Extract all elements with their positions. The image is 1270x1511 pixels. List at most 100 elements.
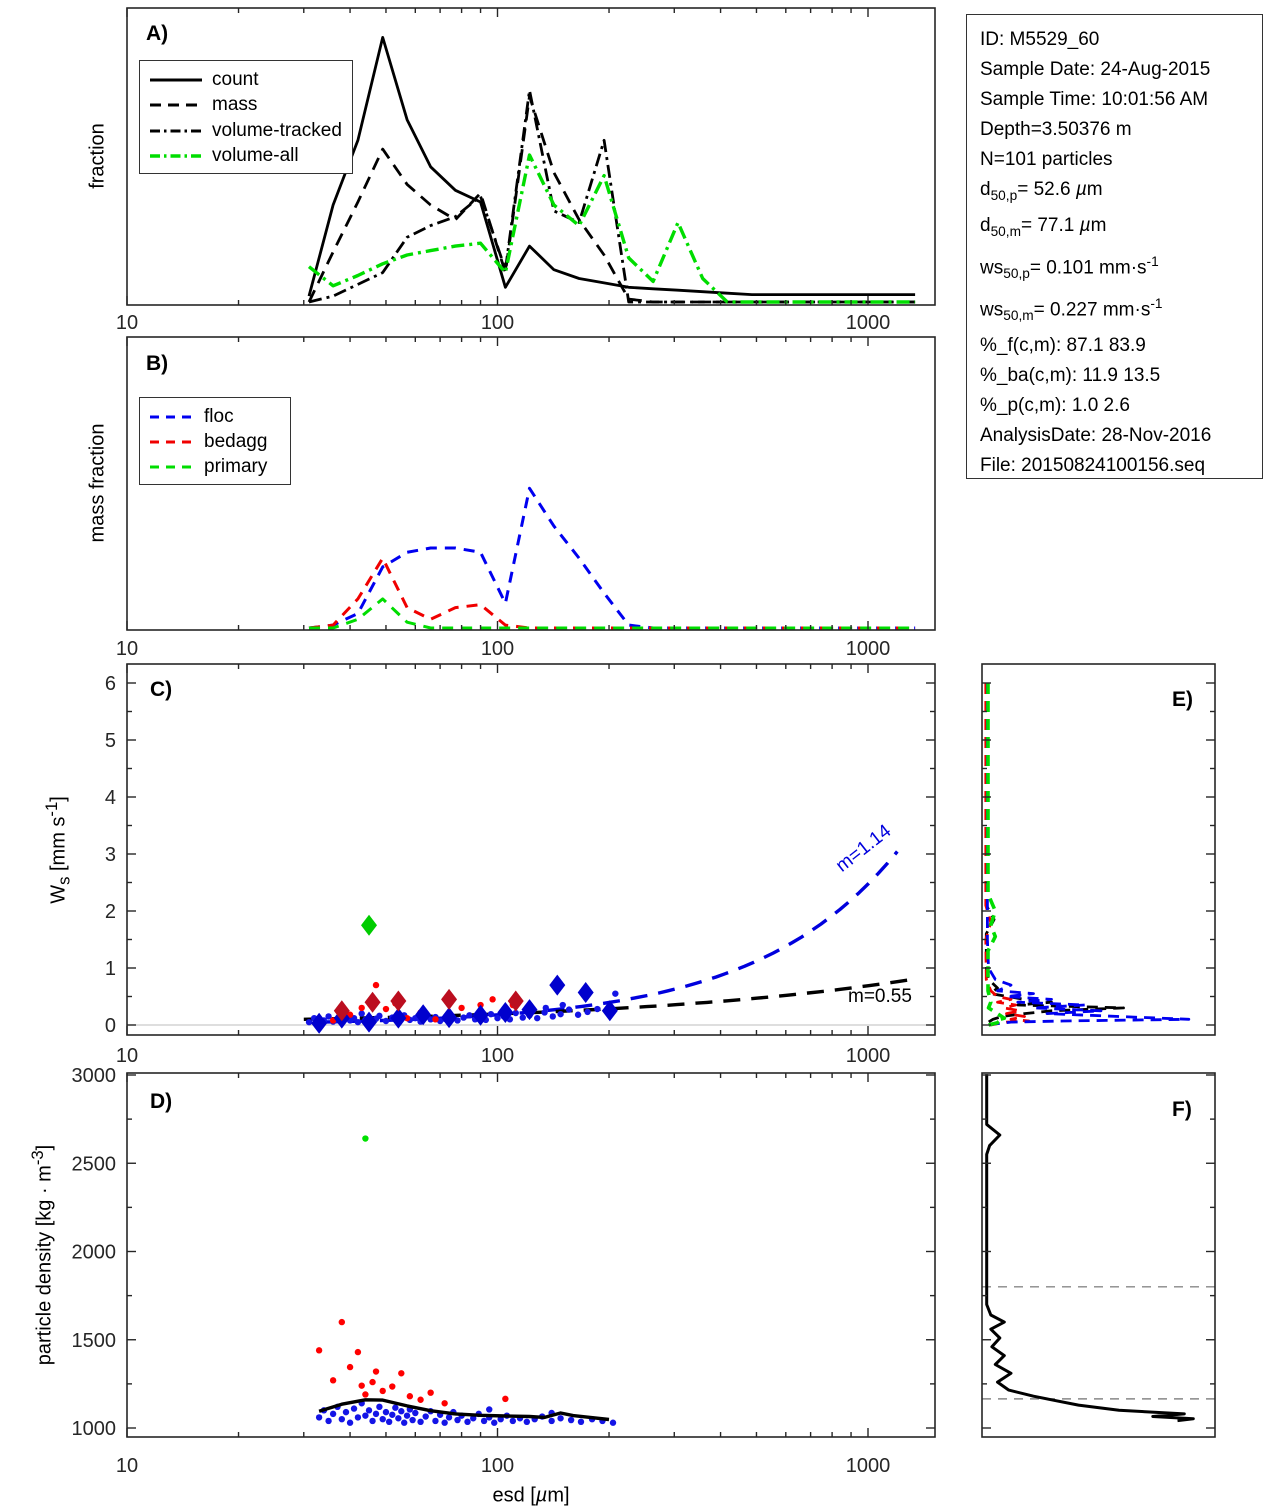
panelC-floc-diamond xyxy=(441,1007,458,1029)
legend-item-volume-tracked: volume-tracked xyxy=(148,118,342,144)
panelD-floc-dot xyxy=(401,1419,408,1426)
panel-d-ytick-label: 2000 xyxy=(72,1242,117,1264)
panelD-floc-dot xyxy=(385,1418,393,1426)
panelC-floc-dot xyxy=(358,1010,365,1017)
info-line: Sample Date: 24-Aug-2015 xyxy=(980,59,1211,80)
panelD-bedagg-dot xyxy=(389,1383,396,1390)
x-tick-label: 10 xyxy=(116,312,138,334)
panelA-count-curve xyxy=(307,36,916,297)
panelC-floc-dot xyxy=(487,1010,495,1018)
panelC-floc-dot xyxy=(574,1011,582,1018)
info-line: N=101 particles xyxy=(980,149,1113,170)
panelD-floc-dot xyxy=(403,1412,411,1419)
panelD-floc-dot xyxy=(392,1404,399,1411)
panelD-floc-dot xyxy=(354,1414,362,1421)
panelD-bedagg-dot xyxy=(417,1396,424,1403)
info-line: d50,m= 77.1 µm xyxy=(980,214,1107,239)
panel-a-legend: count mass volume-tracked volume-all xyxy=(139,60,353,174)
panelC-floc-dot xyxy=(594,1005,601,1013)
panelD-floc-dot xyxy=(567,1416,575,1424)
panelC-bedagg-diamond xyxy=(333,1000,350,1022)
info-line: AnalysisDate: 28-Nov-2016 xyxy=(980,424,1212,446)
legend-item-volume-all: volume-all xyxy=(148,144,342,170)
panelD-floc-dot xyxy=(609,1419,617,1426)
panelC-floc-diamond xyxy=(549,974,566,996)
volume-all-line-sample xyxy=(150,154,202,158)
info-line: %_ba(c,m): 11.9 13.5 xyxy=(980,364,1161,386)
panelD-bedagg-dot xyxy=(372,1368,380,1375)
panelC-floc-dot xyxy=(325,1013,332,1020)
info-line: %_f(c,m): 87.1 83.9 xyxy=(980,334,1146,356)
panelC-bedagg-dot xyxy=(382,1005,390,1013)
panelC-floc-dot xyxy=(519,1014,526,1021)
x-tick-label: 1000 xyxy=(846,1045,891,1067)
panelC-floc-fit xyxy=(323,850,899,1024)
panelF-density-distribution xyxy=(985,1074,1195,1423)
panelC-bedagg-dot xyxy=(432,1016,439,1023)
panel-d-label: D) xyxy=(150,1090,173,1113)
panelD-floc-dot xyxy=(486,1406,493,1413)
panelC-floc-dot xyxy=(494,1014,501,1022)
panelD-floc-dot xyxy=(480,1417,488,1425)
panelD-floc-dot xyxy=(395,1415,402,1422)
panelC-bedagg-dot xyxy=(372,981,380,989)
floc-line-sample xyxy=(150,415,194,419)
panelD-floc-dot xyxy=(376,1403,383,1411)
panelD-bedagg-dot xyxy=(358,1382,365,1389)
panelD-bedagg-dot xyxy=(338,1318,346,1326)
panelD-bedagg-dot xyxy=(398,1370,405,1377)
panelD-floc-dot xyxy=(338,1415,346,1423)
panelC-bedagg-dot xyxy=(403,1014,411,1022)
x-tick-label: 100 xyxy=(481,638,514,660)
panelD-floc-dot xyxy=(577,1418,585,1426)
panelD-bedagg-dot xyxy=(362,1391,369,1398)
x-axis-label: esd [µm] xyxy=(492,1484,570,1507)
panelD-floc-dot xyxy=(315,1414,323,1421)
panel-d-ylabel: particle density [kg · m-3] xyxy=(27,1144,56,1366)
x-tick-label: 100 xyxy=(481,1045,514,1067)
panelC-primary-diamond xyxy=(361,914,378,936)
x-tick-label: 10 xyxy=(116,1045,138,1067)
panelC-floc-dot xyxy=(542,1004,549,1012)
panelD-floc-dot xyxy=(389,1411,396,1418)
panelD-median-line xyxy=(318,1398,610,1422)
panel-a-label: A) xyxy=(146,22,169,45)
sample-info-box: ID: M5529_60 Sample Date: 24-Aug-2015 Samp… xyxy=(966,14,1263,479)
panelC-floc-diamond xyxy=(577,982,594,1004)
legend-item-count: count xyxy=(148,67,342,93)
panelC-floc-dot xyxy=(584,1008,591,1016)
panelD-floc-dot xyxy=(509,1417,517,1425)
panelD-floc-dot xyxy=(379,1415,386,1423)
panelD-floc-dot xyxy=(464,1418,471,1426)
panelC-floc-diamond xyxy=(601,1000,618,1022)
panelC-floc-diamond xyxy=(472,1004,489,1026)
panelD-floc-dot xyxy=(365,1407,373,1414)
fit-label-m055: m=0.55 xyxy=(848,986,912,1007)
panelC-bedagg-diamond xyxy=(390,990,407,1012)
panel-d-ytick-label: 1000 xyxy=(72,1418,117,1440)
panelD-floc-dot xyxy=(454,1416,461,1424)
x-tick-label: 1000 xyxy=(846,312,891,334)
panelC-bedagg-dot xyxy=(489,996,496,1003)
panelD-bedagg-dot xyxy=(406,1393,414,1400)
x-tick-label: 100 xyxy=(481,1455,514,1477)
panelD-floc-dot xyxy=(445,1414,453,1421)
x-tick-label: 10 xyxy=(116,1455,138,1477)
panelC-floc-dot xyxy=(460,1014,467,1021)
panel-e-frame xyxy=(981,663,1216,1036)
mass-line-sample xyxy=(150,103,202,107)
panelD-floc-dot xyxy=(432,1417,439,1425)
panel-f-label: F) xyxy=(1172,1098,1192,1121)
panelC-floc-dot xyxy=(565,1006,573,1013)
panelD-floc-dot xyxy=(548,1417,555,1425)
panelD-bedagg-dot xyxy=(427,1389,434,1396)
panelC-bedagg-dot xyxy=(346,1011,354,1018)
panelC-bedagg-diamond xyxy=(507,990,524,1012)
panelB-bedagg-curve xyxy=(308,556,916,630)
panelA-volume-all-curve xyxy=(307,153,916,304)
panelD-floc-dot xyxy=(417,1418,424,1426)
x-tick-label: 1000 xyxy=(846,638,891,660)
panelC-bedagg-diamond xyxy=(364,991,381,1013)
panel-b-frame xyxy=(126,336,936,631)
